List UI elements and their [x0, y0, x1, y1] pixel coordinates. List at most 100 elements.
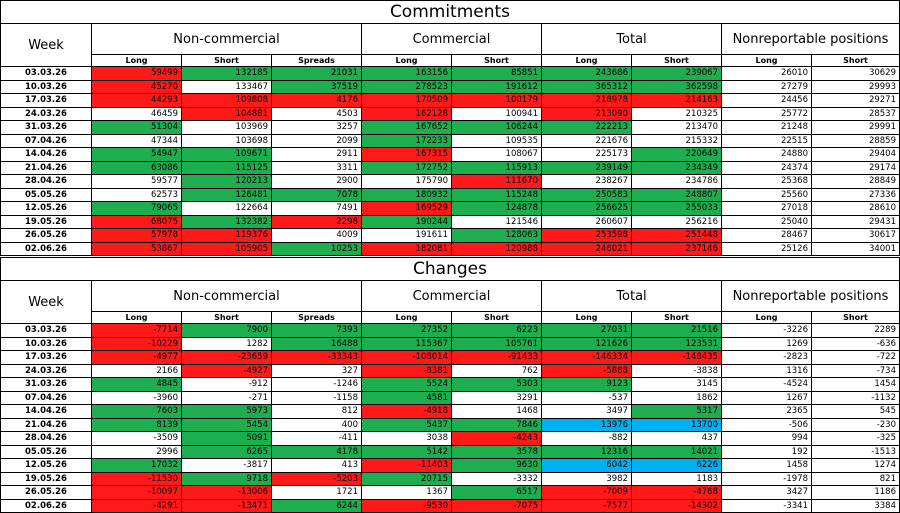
week-cell: 03.03.26 [0, 67, 92, 81]
value-cell: 169529 [362, 202, 452, 216]
value-cell: 4009 [272, 229, 362, 243]
value-cell: 106244 [452, 121, 542, 135]
value-cell: 103969 [182, 121, 272, 135]
value-cell: 5303 [452, 378, 542, 392]
value-cell: 3291 [452, 391, 542, 405]
value-cell: 103698 [182, 134, 272, 148]
value-cell: 5091 [182, 432, 272, 446]
value-cell: 1468 [452, 405, 542, 419]
value-cell: 234786 [632, 175, 722, 189]
value-cell: -2823 [722, 351, 812, 365]
week-cell: 02.06.26 [0, 499, 92, 513]
value-cell: 132382 [182, 215, 272, 229]
value-cell: 13700 [632, 418, 722, 432]
value-cell: -5888 [542, 364, 632, 378]
value-cell: -9530 [362, 499, 452, 513]
value-cell: 128063 [452, 229, 542, 243]
value-cell: 21248 [722, 121, 812, 135]
value-cell: 37519 [272, 80, 362, 94]
value-cell: 3257 [272, 121, 362, 135]
value-cell: 253598 [542, 229, 632, 243]
value-cell: 225173 [542, 148, 632, 162]
value-cell: 437 [632, 432, 722, 446]
group-header: Non-commercial [92, 281, 362, 312]
sub-header: Short [812, 55, 900, 67]
group-header: Commercial [362, 281, 542, 312]
value-cell: 105761 [452, 337, 542, 351]
value-cell: 26010 [722, 67, 812, 81]
value-cell: 278523 [362, 80, 452, 94]
value-cell: 213090 [542, 107, 632, 121]
value-cell: 124878 [452, 202, 542, 216]
value-cell: 1316 [722, 364, 812, 378]
value-cell: 121626 [542, 337, 632, 351]
value-cell: 28849 [812, 175, 900, 189]
value-cell: 4503 [272, 107, 362, 121]
value-cell: 1367 [362, 486, 452, 500]
value-cell: 222213 [542, 121, 632, 135]
value-cell: -14302 [632, 499, 722, 513]
value-cell: 25368 [722, 175, 812, 189]
value-cell: 29431 [812, 215, 900, 229]
value-cell: 120213 [182, 175, 272, 189]
week-cell: 10.03.26 [0, 337, 92, 351]
value-cell: -13006 [182, 486, 272, 500]
value-cell: -7009 [542, 486, 632, 500]
value-cell: 30629 [812, 67, 900, 81]
value-cell: 7603 [92, 405, 182, 419]
sub-header: Long [722, 55, 812, 67]
value-cell: 243686 [542, 67, 632, 81]
value-cell: -4291 [92, 499, 182, 513]
sub-header: Short [452, 312, 542, 324]
value-cell: 812 [272, 405, 362, 419]
value-cell: 16488 [272, 337, 362, 351]
value-cell: -882 [542, 432, 632, 446]
value-cell: 3311 [272, 161, 362, 175]
value-cell: -271 [182, 391, 272, 405]
value-cell: 12316 [542, 445, 632, 459]
value-cell: -3817 [182, 459, 272, 473]
value-cell: 85851 [452, 67, 542, 81]
value-cell: 24374 [722, 161, 812, 175]
group-header: Commercial [362, 24, 542, 55]
value-cell: 24880 [722, 148, 812, 162]
value-cell: -537 [542, 391, 632, 405]
value-cell: 28610 [812, 202, 900, 216]
value-cell: -91433 [452, 351, 542, 365]
value-cell: 221676 [542, 134, 632, 148]
value-cell: 2911 [272, 148, 362, 162]
value-cell: 115125 [182, 161, 272, 175]
value-cell: 27352 [362, 324, 452, 338]
value-cell: 59499 [92, 67, 182, 81]
week-cell: 24.03.26 [0, 107, 92, 121]
value-cell: 5437 [362, 418, 452, 432]
value-cell: -1978 [722, 472, 812, 486]
value-cell: 27018 [722, 202, 812, 216]
value-cell: 362598 [632, 80, 722, 94]
value-cell: -108014 [362, 351, 452, 365]
value-cell: -734 [812, 364, 900, 378]
value-cell: 27336 [812, 188, 900, 202]
group-header: Total [542, 281, 722, 312]
value-cell: 191611 [362, 229, 452, 243]
value-cell: 7491 [272, 202, 362, 216]
value-cell: -4243 [452, 432, 542, 446]
value-cell: 7393 [272, 324, 362, 338]
value-cell: -722 [812, 351, 900, 365]
value-cell: 132185 [182, 67, 272, 81]
group-header: Total [542, 24, 722, 55]
week-cell: 31.03.26 [0, 121, 92, 135]
value-cell: 327 [272, 364, 362, 378]
value-cell: 246021 [542, 242, 632, 256]
week-cell: 05.05.26 [0, 445, 92, 459]
sub-header: Short [182, 312, 272, 324]
value-cell: 1721 [272, 486, 362, 500]
value-cell: 68075 [92, 215, 182, 229]
value-cell: -912 [182, 378, 272, 392]
value-cell: 21516 [632, 324, 722, 338]
value-cell: -1513 [812, 445, 900, 459]
value-cell: -10229 [92, 337, 182, 351]
week-cell: 02.06.26 [0, 242, 92, 256]
value-cell: 53867 [92, 242, 182, 256]
value-cell: 237146 [632, 242, 722, 256]
